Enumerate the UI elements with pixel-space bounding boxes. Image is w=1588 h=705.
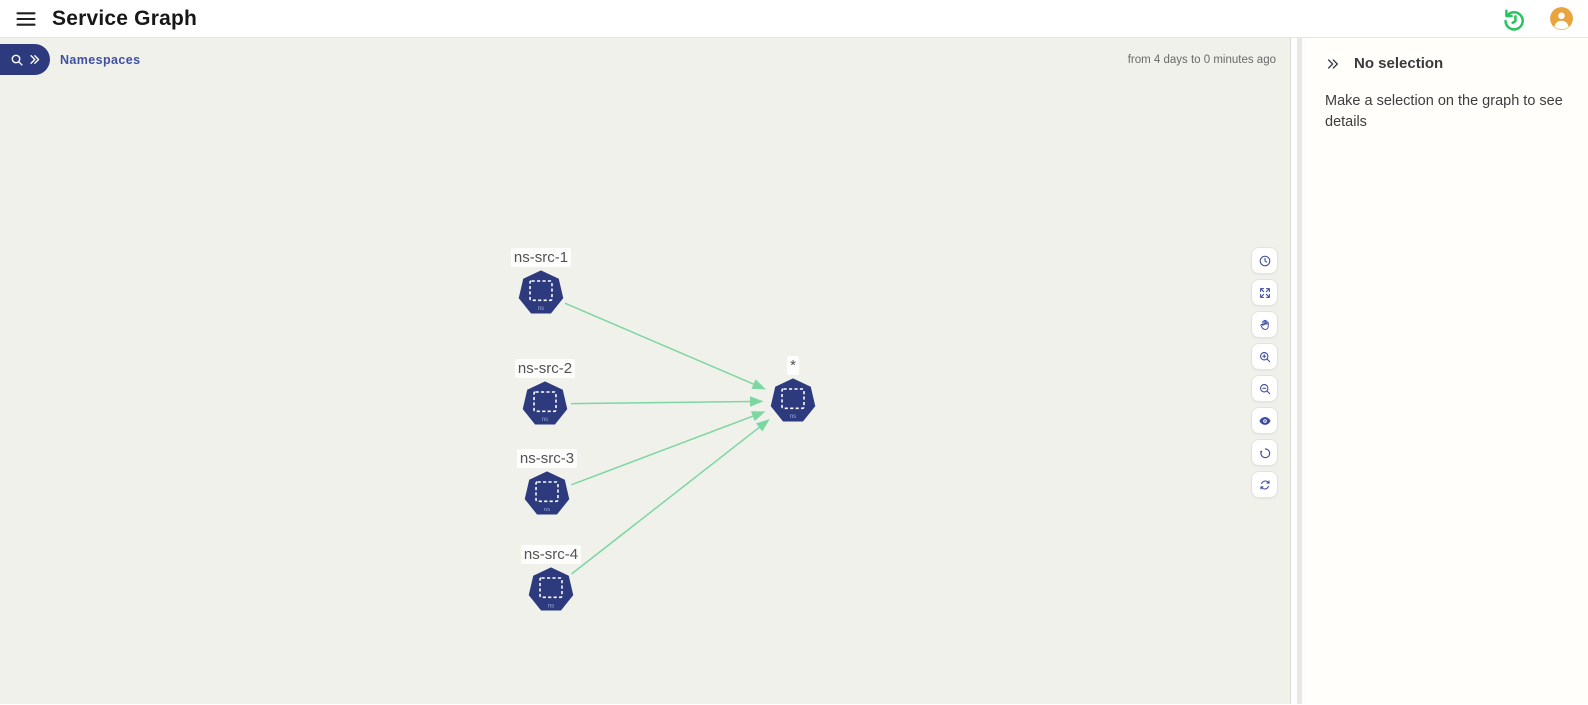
zoom-in-button[interactable]	[1251, 343, 1278, 370]
time-range-label: from 4 days to 0 minutes ago	[1127, 54, 1276, 66]
graph-node-ns-src-1[interactable]: ns	[518, 270, 564, 316]
namespace-heptagon-icon: ns	[528, 567, 574, 611]
undo-button[interactable]	[1251, 439, 1278, 466]
hand-icon	[1259, 319, 1269, 330]
pan-mode-button[interactable]	[1251, 311, 1278, 338]
refresh-icon	[1259, 480, 1270, 489]
menu-icon[interactable]	[12, 5, 40, 33]
search-icon	[11, 54, 23, 66]
user-avatar-icon[interactable]	[1550, 7, 1573, 30]
svg-text:ns: ns	[538, 306, 544, 312]
refresh-button[interactable]	[1251, 471, 1278, 498]
graph-node-label: ns-src-2	[514, 359, 576, 378]
graph-node-ns-src-2[interactable]: ns	[522, 381, 568, 427]
double-chevron-right-icon	[1327, 58, 1339, 69]
graph-edges-layer	[564, 302, 770, 575]
zoom-out-button[interactable]	[1251, 375, 1278, 402]
namespace-heptagon-icon: ns	[770, 378, 816, 422]
graph-edge	[570, 396, 764, 407]
fit-to-view-button[interactable]	[1251, 279, 1278, 306]
namespace-heptagon-icon: ns	[524, 471, 570, 515]
double-chevron-right-icon	[29, 55, 39, 64]
graph-node-ns-src-4[interactable]: ns	[528, 567, 574, 613]
zoom-out-icon	[1259, 383, 1270, 394]
graph-edge	[571, 411, 766, 486]
graph-canvas[interactable]: Namespaces from 4 days to 0 minutes ago	[0, 38, 1290, 704]
history-icon[interactable]	[1501, 6, 1527, 32]
svg-text:ns: ns	[548, 603, 554, 609]
graph-edge	[571, 419, 770, 575]
namespace-heptagon-icon: ns	[522, 381, 568, 425]
svg-text:ns: ns	[542, 417, 548, 423]
toggle-visibility-button[interactable]	[1251, 407, 1278, 434]
scrollbar-thumb[interactable]	[1296, 38, 1302, 704]
svg-text:ns: ns	[544, 507, 550, 513]
eye-icon	[1258, 416, 1271, 425]
time-controls-button[interactable]	[1251, 247, 1278, 274]
graph-node-label: ns-src-1	[510, 248, 572, 267]
clock-icon	[1259, 255, 1270, 266]
panel-title: No selection	[1354, 55, 1444, 72]
detail-panel: No selection Make a selection on the gra…	[1307, 38, 1588, 704]
graph-node-label: ns-src-4	[520, 545, 582, 564]
svg-text:ns: ns	[790, 414, 796, 420]
panel-body-text: Make a selection on the graph to see det…	[1325, 93, 1563, 131]
header-actions	[1501, 6, 1573, 32]
graph-edge	[564, 302, 766, 390]
expand-arrows-icon	[1259, 287, 1270, 298]
graph-node-star[interactable]: ns	[770, 378, 816, 424]
panel-collapse-button[interactable]	[1325, 56, 1341, 72]
zoom-in-icon	[1259, 351, 1270, 362]
detail-panel-header: No selection	[1325, 55, 1570, 72]
graph-node-ns-src-3[interactable]: ns	[524, 471, 570, 517]
graph-node-label: ns-src-3	[516, 449, 578, 468]
main-content: Namespaces from 4 days to 0 minutes ago	[0, 38, 1588, 704]
namespace-heptagon-icon: ns	[518, 270, 564, 314]
breadcrumb-namespaces[interactable]: Namespaces	[60, 53, 141, 67]
graph-node-label: *	[787, 356, 799, 375]
undo-icon	[1259, 447, 1270, 458]
app-header: Service Graph	[0, 0, 1588, 38]
graph-controls	[1251, 247, 1278, 498]
vertical-scrollbar[interactable]	[1290, 38, 1307, 704]
graph-search-pill[interactable]	[0, 44, 50, 75]
page-title: Service Graph	[52, 6, 198, 30]
